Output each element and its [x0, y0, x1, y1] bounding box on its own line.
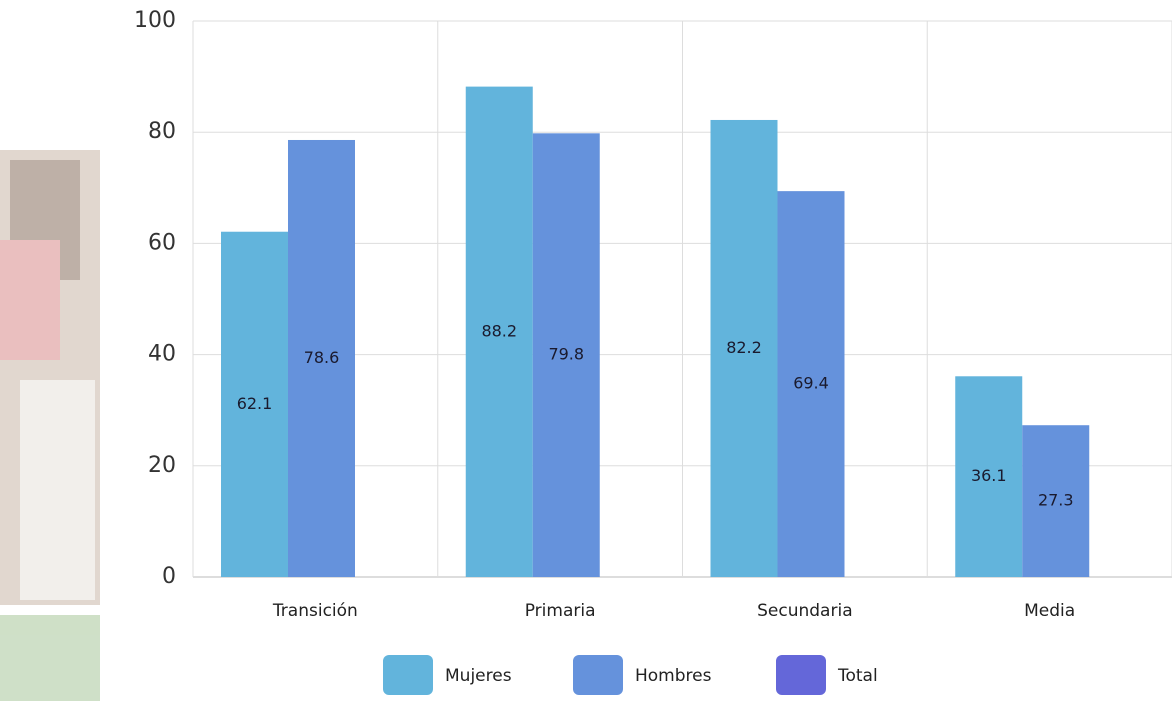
legend-label: Mujeres — [445, 666, 512, 686]
legend-label: Total — [837, 666, 878, 686]
y-tick-label: 40 — [148, 342, 176, 367]
legend-swatch — [383, 655, 433, 695]
y-tick-label: 100 — [134, 8, 176, 33]
bar — [532, 133, 600, 577]
value-label: 88.2 — [481, 321, 517, 340]
value-label: 62.1 — [237, 394, 273, 413]
bar — [465, 86, 533, 577]
legend-label: Hombres — [635, 666, 712, 686]
bar — [955, 376, 1023, 577]
value-label: 27.3 — [1038, 491, 1074, 510]
bar — [221, 231, 288, 577]
background-photo — [0, 150, 100, 701]
x-tick-label: Primaria — [525, 601, 596, 621]
x-tick-label: Secundaria — [757, 601, 852, 621]
bar — [1022, 425, 1090, 577]
value-label: 36.1 — [971, 466, 1007, 485]
value-label: 79.8 — [548, 345, 584, 364]
y-tick-label: 80 — [148, 119, 176, 144]
x-tick-label: Transición — [272, 601, 358, 621]
y-tick-label: 60 — [148, 230, 176, 255]
y-tick-label: 0 — [162, 564, 176, 589]
y-tick-label: 20 — [148, 453, 176, 478]
bar — [288, 139, 355, 577]
value-label: 82.2 — [726, 338, 762, 357]
bar — [710, 119, 778, 577]
value-label: 69.4 — [793, 374, 829, 393]
value-label: 78.6 — [304, 348, 340, 367]
legend-swatch — [776, 655, 826, 695]
bar — [777, 191, 845, 578]
legend-swatch — [573, 655, 623, 695]
x-tick-label: Media — [1024, 601, 1075, 621]
